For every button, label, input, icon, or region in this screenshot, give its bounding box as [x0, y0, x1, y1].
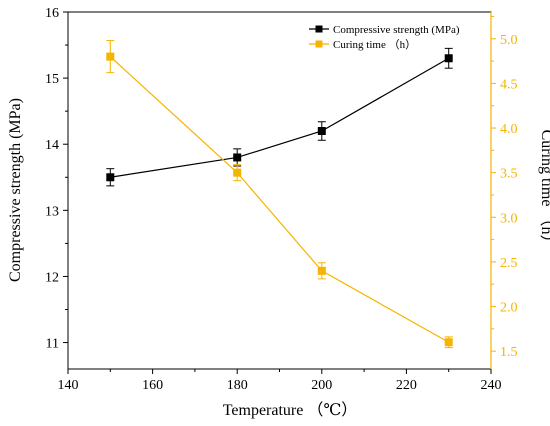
x-tick-label-140: 140	[58, 378, 79, 393]
y-right-tick-label-2.5: 2.5	[500, 256, 518, 271]
y-left-tick-label-16: 16	[45, 6, 59, 21]
legend-label-curing-time: Curing time （h）	[333, 38, 416, 51]
data-point-curing-time-230	[444, 338, 453, 347]
y-left-tick-label-14: 14	[45, 138, 59, 153]
legend-item-compressive-strength: Compressive strength (MPa)	[309, 24, 460, 36]
y-right-tick-label-3: 3.0	[500, 211, 518, 226]
y-axis-left-label: Compressive strength (MPa)	[7, 98, 24, 282]
y-axis-left: 11 12 13 14 15 16	[45, 6, 68, 352]
y-axis-right: 1.5 2.0 2.5 3.0 3.5 4.0 4.5 5.0	[490, 12, 518, 369]
series-curing-time	[106, 40, 453, 349]
series-line-compressive-strength	[110, 57, 449, 178]
y-left-tick-label-12: 12	[45, 270, 59, 285]
data-point-curing-time-180	[233, 168, 242, 177]
y-left-tick-label-15: 15	[45, 72, 59, 87]
x-tick-label-200: 200	[311, 378, 332, 393]
y-right-tick-label-2: 2.0	[500, 301, 518, 316]
data-point-compressive-strength-150	[106, 173, 115, 182]
y-left-tick-label-11: 11	[46, 337, 59, 352]
y-right-tick-label-4: 4.0	[500, 122, 518, 137]
series-compressive-strength	[106, 47, 453, 187]
y-right-tick-label-3.5: 3.5	[500, 167, 518, 182]
y-right-tick-label-5: 5.0	[500, 33, 518, 48]
y-left-tick-label-13: 13	[45, 204, 59, 219]
legend: Compressive strength (MPa) Curing time （…	[309, 24, 460, 51]
series-line-curing-time	[109, 56, 449, 343]
data-point-curing-time-200	[317, 266, 326, 275]
y-axis-right-label: Curing time （h）	[538, 130, 550, 251]
x-tick-label-220: 220	[396, 378, 417, 393]
legend-marker-compressive-strength	[315, 25, 323, 33]
x-tick-label-240: 240	[481, 378, 502, 393]
data-point-compressive-strength-200	[317, 127, 326, 135]
data-point-curing-time-150	[106, 52, 115, 61]
data-point-compressive-strength-230	[444, 54, 453, 63]
legend-item-curing-time: Curing time （h）	[309, 38, 416, 51]
data-point-compressive-strength-180	[233, 153, 242, 162]
x-tick-label-180: 180	[227, 378, 248, 393]
x-axis: 140 160 180 200 220 240	[58, 369, 502, 393]
x-axis-label: Temperature （℃）	[223, 401, 358, 419]
y-right-tick-label-1.5: 1.5	[500, 345, 518, 360]
x-tick-label-160: 160	[142, 378, 163, 393]
series-layer	[106, 40, 453, 349]
plot-frame	[67, 11, 492, 370]
legend-marker-curing-time	[315, 40, 323, 48]
legend-label-compressive-strength: Compressive strength (MPa)	[333, 24, 460, 36]
y-right-tick-label-4.5: 4.5	[500, 77, 518, 92]
